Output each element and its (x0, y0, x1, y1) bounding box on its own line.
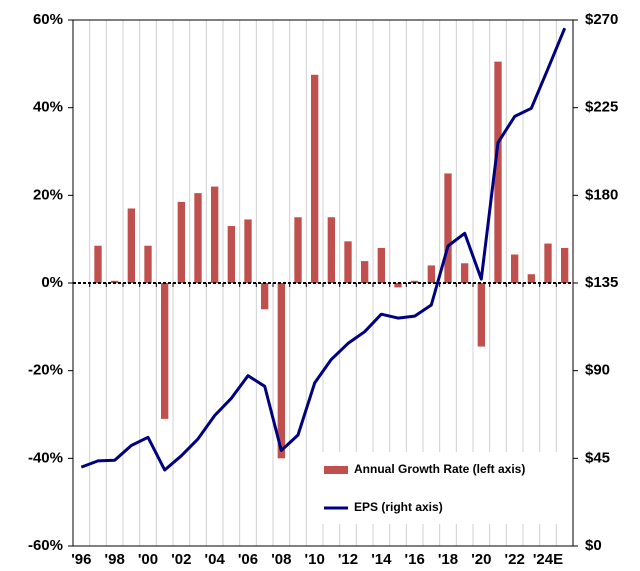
y-tick-label: 40% (33, 99, 63, 116)
x-tick-label: '10 (305, 551, 325, 568)
bar (427, 265, 435, 283)
y2-tick-label: $225 (585, 99, 618, 116)
y-tick-label: -60% (28, 537, 63, 554)
y2-tick-label: $0 (585, 537, 602, 554)
bar (327, 217, 335, 283)
x-tick-label: '24E (533, 551, 563, 568)
x-tick-label: '22 (505, 551, 525, 568)
bar (311, 74, 319, 284)
bar (544, 243, 552, 283)
bar (561, 247, 569, 283)
x-tick-label: '12 (338, 551, 358, 568)
bar (394, 283, 402, 288)
bar (461, 263, 469, 283)
legend-box (318, 452, 565, 524)
bar (344, 241, 352, 283)
bar (477, 283, 485, 347)
x-tick-label: '00 (138, 551, 158, 568)
bar (227, 226, 235, 283)
legend-label: Annual Growth Rate (left axis) (354, 462, 525, 476)
x-tick-label: '98 (105, 551, 125, 568)
bar (127, 208, 135, 283)
y2-tick-label: $180 (585, 186, 618, 203)
bar (444, 173, 452, 283)
bar (144, 245, 152, 283)
x-tick-label: '04 (205, 551, 226, 568)
bar (111, 280, 119, 283)
bar (94, 245, 102, 283)
y-tick-label: -20% (28, 362, 63, 379)
bar (294, 217, 302, 283)
bar (527, 274, 535, 283)
bar (511, 254, 519, 283)
bar (277, 283, 285, 459)
y2-tick-label: $270 (585, 11, 618, 28)
legend-swatch (324, 466, 348, 474)
x-tick-label: '16 (405, 551, 425, 568)
y-tick-label: 0% (41, 274, 63, 291)
y-tick-label: 20% (33, 186, 63, 203)
y2-tick-label: $135 (585, 274, 618, 291)
x-tick-label: '02 (171, 551, 191, 568)
legend-label: EPS (right axis) (354, 500, 443, 514)
bar (177, 201, 185, 283)
x-tick-label: '18 (438, 551, 458, 568)
bar (161, 283, 169, 419)
x-tick-label: '14 (371, 551, 392, 568)
y2-tick-label: $45 (585, 449, 610, 466)
y-tick-label: -40% (28, 449, 63, 466)
bar (244, 219, 252, 283)
bar (411, 280, 419, 283)
bar (361, 261, 369, 283)
bar (377, 247, 385, 283)
x-tick-label: '06 (238, 551, 258, 568)
bar (261, 283, 269, 310)
bar (194, 193, 202, 283)
y-tick-label: 60% (33, 11, 63, 28)
x-tick-label: '96 (71, 551, 91, 568)
bar (494, 61, 502, 284)
y2-tick-label: $90 (585, 362, 610, 379)
x-tick-label: '20 (471, 551, 491, 568)
line (80, 27, 567, 472)
x-tick-label: '08 (271, 551, 291, 568)
bar (211, 186, 219, 283)
